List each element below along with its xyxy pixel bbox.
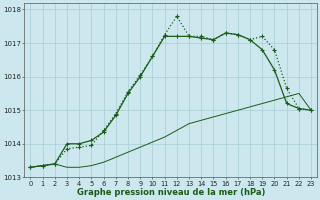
- X-axis label: Graphe pression niveau de la mer (hPa): Graphe pression niveau de la mer (hPa): [76, 188, 265, 197]
